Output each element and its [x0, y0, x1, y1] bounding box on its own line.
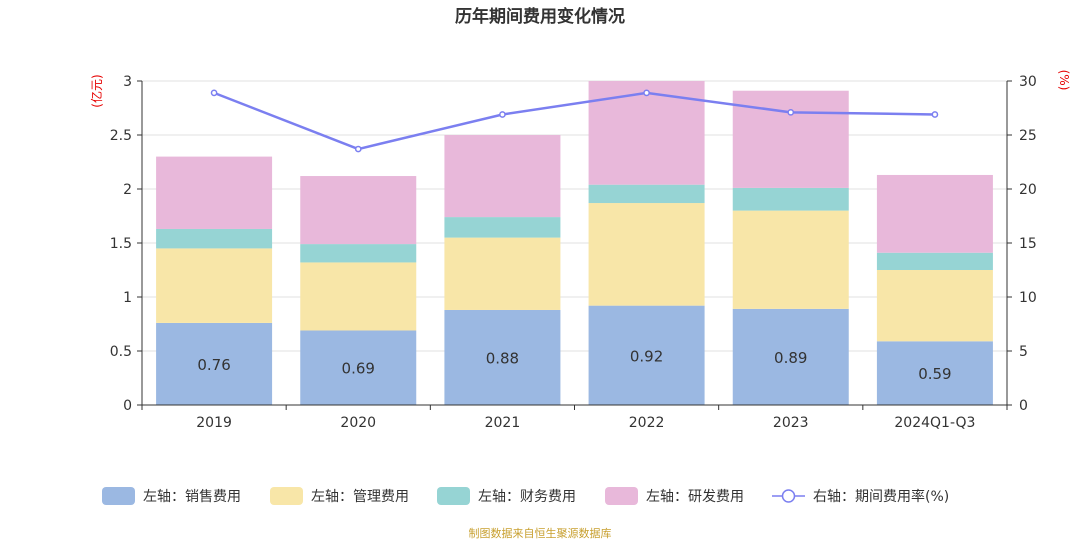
- right-tick-label: 25: [1019, 128, 1037, 144]
- data-label: 0.89: [774, 349, 807, 367]
- ratio-point: [354, 145, 362, 153]
- bar-segment: [156, 228, 273, 249]
- bar-segment: [876, 174, 993, 253]
- data-label: 0.92: [630, 347, 663, 365]
- right-tick-label: 5: [1019, 344, 1028, 360]
- x-tick-label: 2024Q1-Q3: [894, 415, 975, 431]
- ratio-line-path: [213, 91, 935, 151]
- bars: [156, 81, 993, 405]
- ratio-point: [931, 111, 939, 118]
- data-label: 0.69: [342, 360, 375, 378]
- left-tick-label: 2: [123, 182, 132, 198]
- bar-segment: [732, 210, 849, 309]
- bar-segment: [156, 322, 273, 405]
- legend-label: 左轴：财务费用: [478, 489, 576, 505]
- bar-segment: [300, 176, 417, 245]
- bar-segment: [300, 244, 417, 263]
- legend-swatch: [102, 487, 135, 505]
- bar-segment: [156, 248, 273, 323]
- ratio-point: [499, 111, 506, 118]
- right-tick-label: 20: [1019, 182, 1037, 198]
- bar-segment: [444, 135, 561, 218]
- right-axis-unit: (%): [1057, 70, 1071, 91]
- data-label: 0.59: [918, 365, 951, 383]
- legend-swatch: [270, 487, 303, 505]
- legend-swatch: [437, 487, 470, 505]
- left-tick-label: 0.5: [110, 344, 132, 360]
- bar-segment: [444, 237, 561, 310]
- bar-segment: [300, 330, 417, 405]
- right-tick-label: 10: [1019, 290, 1037, 306]
- ratio-point: [787, 108, 795, 116]
- source-note: 制图数据来自恒生聚源数据库: [469, 526, 612, 540]
- legend-label: 左轴：研发费用: [646, 489, 744, 505]
- bar-segment: [876, 270, 993, 342]
- bar-segment: [876, 252, 993, 270]
- bar-segment: [444, 217, 561, 238]
- gridlines: [142, 80, 1007, 352]
- bar-segment: [588, 305, 705, 405]
- data-label: 0.76: [197, 356, 230, 374]
- x-tick-label: 2022: [629, 415, 665, 431]
- legend-label: 右轴：期间费用率(%): [813, 488, 949, 505]
- bar-segment: [588, 203, 705, 306]
- legend-label: 左轴：管理费用: [311, 489, 409, 505]
- bar-segment: [732, 90, 849, 188]
- bar-segment: [300, 262, 417, 331]
- legend-label: 左轴：销售费用: [143, 489, 241, 505]
- bar-segment: [732, 187, 849, 211]
- data-label: 0.88: [486, 349, 519, 367]
- ratio-line: [210, 89, 939, 153]
- bar-segment: [876, 341, 993, 405]
- right-tick-label: 30: [1019, 74, 1037, 90]
- right-tick-label: 0: [1019, 398, 1028, 414]
- x-tick-label: 2021: [485, 415, 521, 431]
- bar-segment: [444, 309, 561, 405]
- left-axis-unit: (亿元): [89, 74, 104, 107]
- data-labels: 0.76 0.69 0.88 0.92 0.89 0.59: [197, 347, 951, 383]
- left-tick-label: 3: [123, 74, 132, 90]
- legend: 左轴：销售费用 左轴：管理费用 左轴：财务费用 左轴：研发费用 右轴：期间费用率(%): [102, 487, 949, 505]
- ratio-point: [210, 89, 218, 97]
- ratio-point: [643, 89, 650, 97]
- bar-segment: [732, 308, 849, 405]
- legend-marker-icon: [781, 489, 796, 503]
- left-tick-label: 0: [123, 398, 132, 414]
- left-tick-label: 1: [123, 290, 132, 306]
- bar-segment: [588, 81, 705, 185]
- x-tick-label: 2020: [340, 415, 376, 431]
- bar-segment: [156, 156, 273, 229]
- x-tick-label: 2019: [196, 415, 232, 431]
- left-tick-label: 1.5: [110, 236, 132, 252]
- left-tick-label: 2.5: [110, 128, 132, 144]
- chart-title: 历年期间费用变化情况: [455, 6, 625, 27]
- x-tick-label: 2023: [773, 415, 809, 431]
- bar-segment: [588, 184, 705, 204]
- legend-swatch: [605, 487, 638, 505]
- right-tick-label: 15: [1019, 236, 1037, 252]
